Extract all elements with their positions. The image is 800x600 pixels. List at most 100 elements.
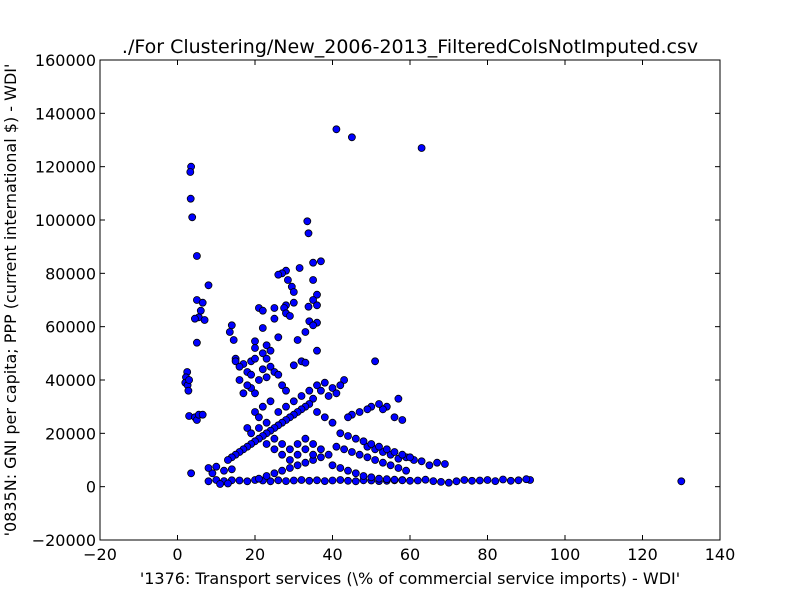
y-tick-label: 20000 xyxy=(45,424,96,443)
data-point xyxy=(452,477,461,486)
data-point xyxy=(198,410,207,419)
data-point xyxy=(313,346,321,355)
data-point xyxy=(190,314,199,323)
data-point xyxy=(247,370,256,379)
data-point xyxy=(192,252,201,260)
data-point xyxy=(417,457,426,466)
data-point xyxy=(351,469,360,478)
data-point xyxy=(332,125,341,134)
data-point xyxy=(227,465,236,474)
y-tick-label: 140000 xyxy=(35,104,96,123)
data-point xyxy=(351,434,360,443)
data-point xyxy=(289,361,298,370)
y-tick-label: 60000 xyxy=(45,318,96,337)
data-point xyxy=(316,453,325,462)
data-point xyxy=(274,476,283,485)
data-point xyxy=(351,477,360,486)
data-point xyxy=(262,341,271,350)
data-point xyxy=(251,344,259,352)
data-point xyxy=(304,229,313,238)
x-tick-label: 20 xyxy=(245,545,265,564)
data-point xyxy=(375,442,383,451)
data-point xyxy=(328,384,337,392)
data-point xyxy=(320,378,329,387)
data-point xyxy=(375,474,383,483)
data-point xyxy=(336,464,345,472)
data-point xyxy=(340,376,349,384)
x-tick-label: −20 xyxy=(83,545,117,564)
data-point xyxy=(254,474,263,483)
data-point xyxy=(198,298,207,307)
data-point xyxy=(223,456,232,464)
data-point xyxy=(316,445,325,454)
x-tick-label: 40 xyxy=(322,545,342,564)
data-point xyxy=(285,464,294,472)
data-point xyxy=(313,408,321,416)
data-point xyxy=(262,440,271,448)
data-point xyxy=(359,472,368,480)
data-point xyxy=(285,456,294,464)
data-point xyxy=(247,429,256,438)
y-tick-label: 160000 xyxy=(35,51,96,70)
data-point xyxy=(394,464,403,472)
data-point xyxy=(371,357,380,366)
x-tick-label: 80 xyxy=(477,545,497,564)
y-tick-label: −20000 xyxy=(32,531,96,550)
data-point xyxy=(371,456,380,464)
data-point xyxy=(235,476,244,485)
data-point xyxy=(184,386,193,395)
data-point xyxy=(355,450,364,459)
data-point xyxy=(200,316,209,324)
data-point xyxy=(367,440,376,448)
data-point xyxy=(254,413,263,422)
data-point xyxy=(254,376,263,384)
data-point xyxy=(251,408,259,416)
data-point xyxy=(229,336,238,344)
data-point xyxy=(309,450,318,459)
data-point xyxy=(363,453,372,462)
data-point xyxy=(406,453,414,462)
data-point xyxy=(251,389,259,398)
data-point xyxy=(305,386,314,395)
data-point xyxy=(235,376,244,384)
x-tick-label: 120 xyxy=(627,545,658,564)
data-point xyxy=(433,458,442,467)
data-point xyxy=(278,450,287,459)
data-point xyxy=(425,461,434,470)
data-point xyxy=(208,469,217,478)
data-point xyxy=(309,440,318,448)
data-point xyxy=(328,418,337,427)
data-point xyxy=(347,133,356,142)
data-point xyxy=(266,346,275,355)
data-point xyxy=(274,270,283,279)
data-point xyxy=(301,458,310,467)
data-point xyxy=(239,389,248,398)
data-point xyxy=(289,298,298,307)
data-point xyxy=(514,476,523,485)
data-point xyxy=(204,281,213,290)
data-point xyxy=(270,304,279,312)
data-point xyxy=(328,461,337,470)
data-point xyxy=(227,321,236,330)
data-point xyxy=(336,476,345,484)
data-point xyxy=(270,469,279,478)
data-point xyxy=(402,466,411,475)
data-point xyxy=(278,381,287,390)
data-point xyxy=(363,405,372,414)
data-point xyxy=(301,328,310,336)
y-tick-label: 0 xyxy=(86,478,96,497)
data-point xyxy=(382,445,391,454)
data-point xyxy=(258,306,267,315)
data-point xyxy=(324,392,333,400)
data-point xyxy=(328,476,337,485)
data-point xyxy=(394,394,403,403)
data-point xyxy=(390,475,399,484)
data-point xyxy=(204,477,213,486)
data-point xyxy=(344,466,352,475)
plot-area-frame xyxy=(99,59,721,541)
data-point xyxy=(270,434,279,443)
data-point xyxy=(398,450,407,459)
data-point xyxy=(231,357,240,366)
data-point xyxy=(258,324,267,332)
data-point xyxy=(444,478,453,487)
